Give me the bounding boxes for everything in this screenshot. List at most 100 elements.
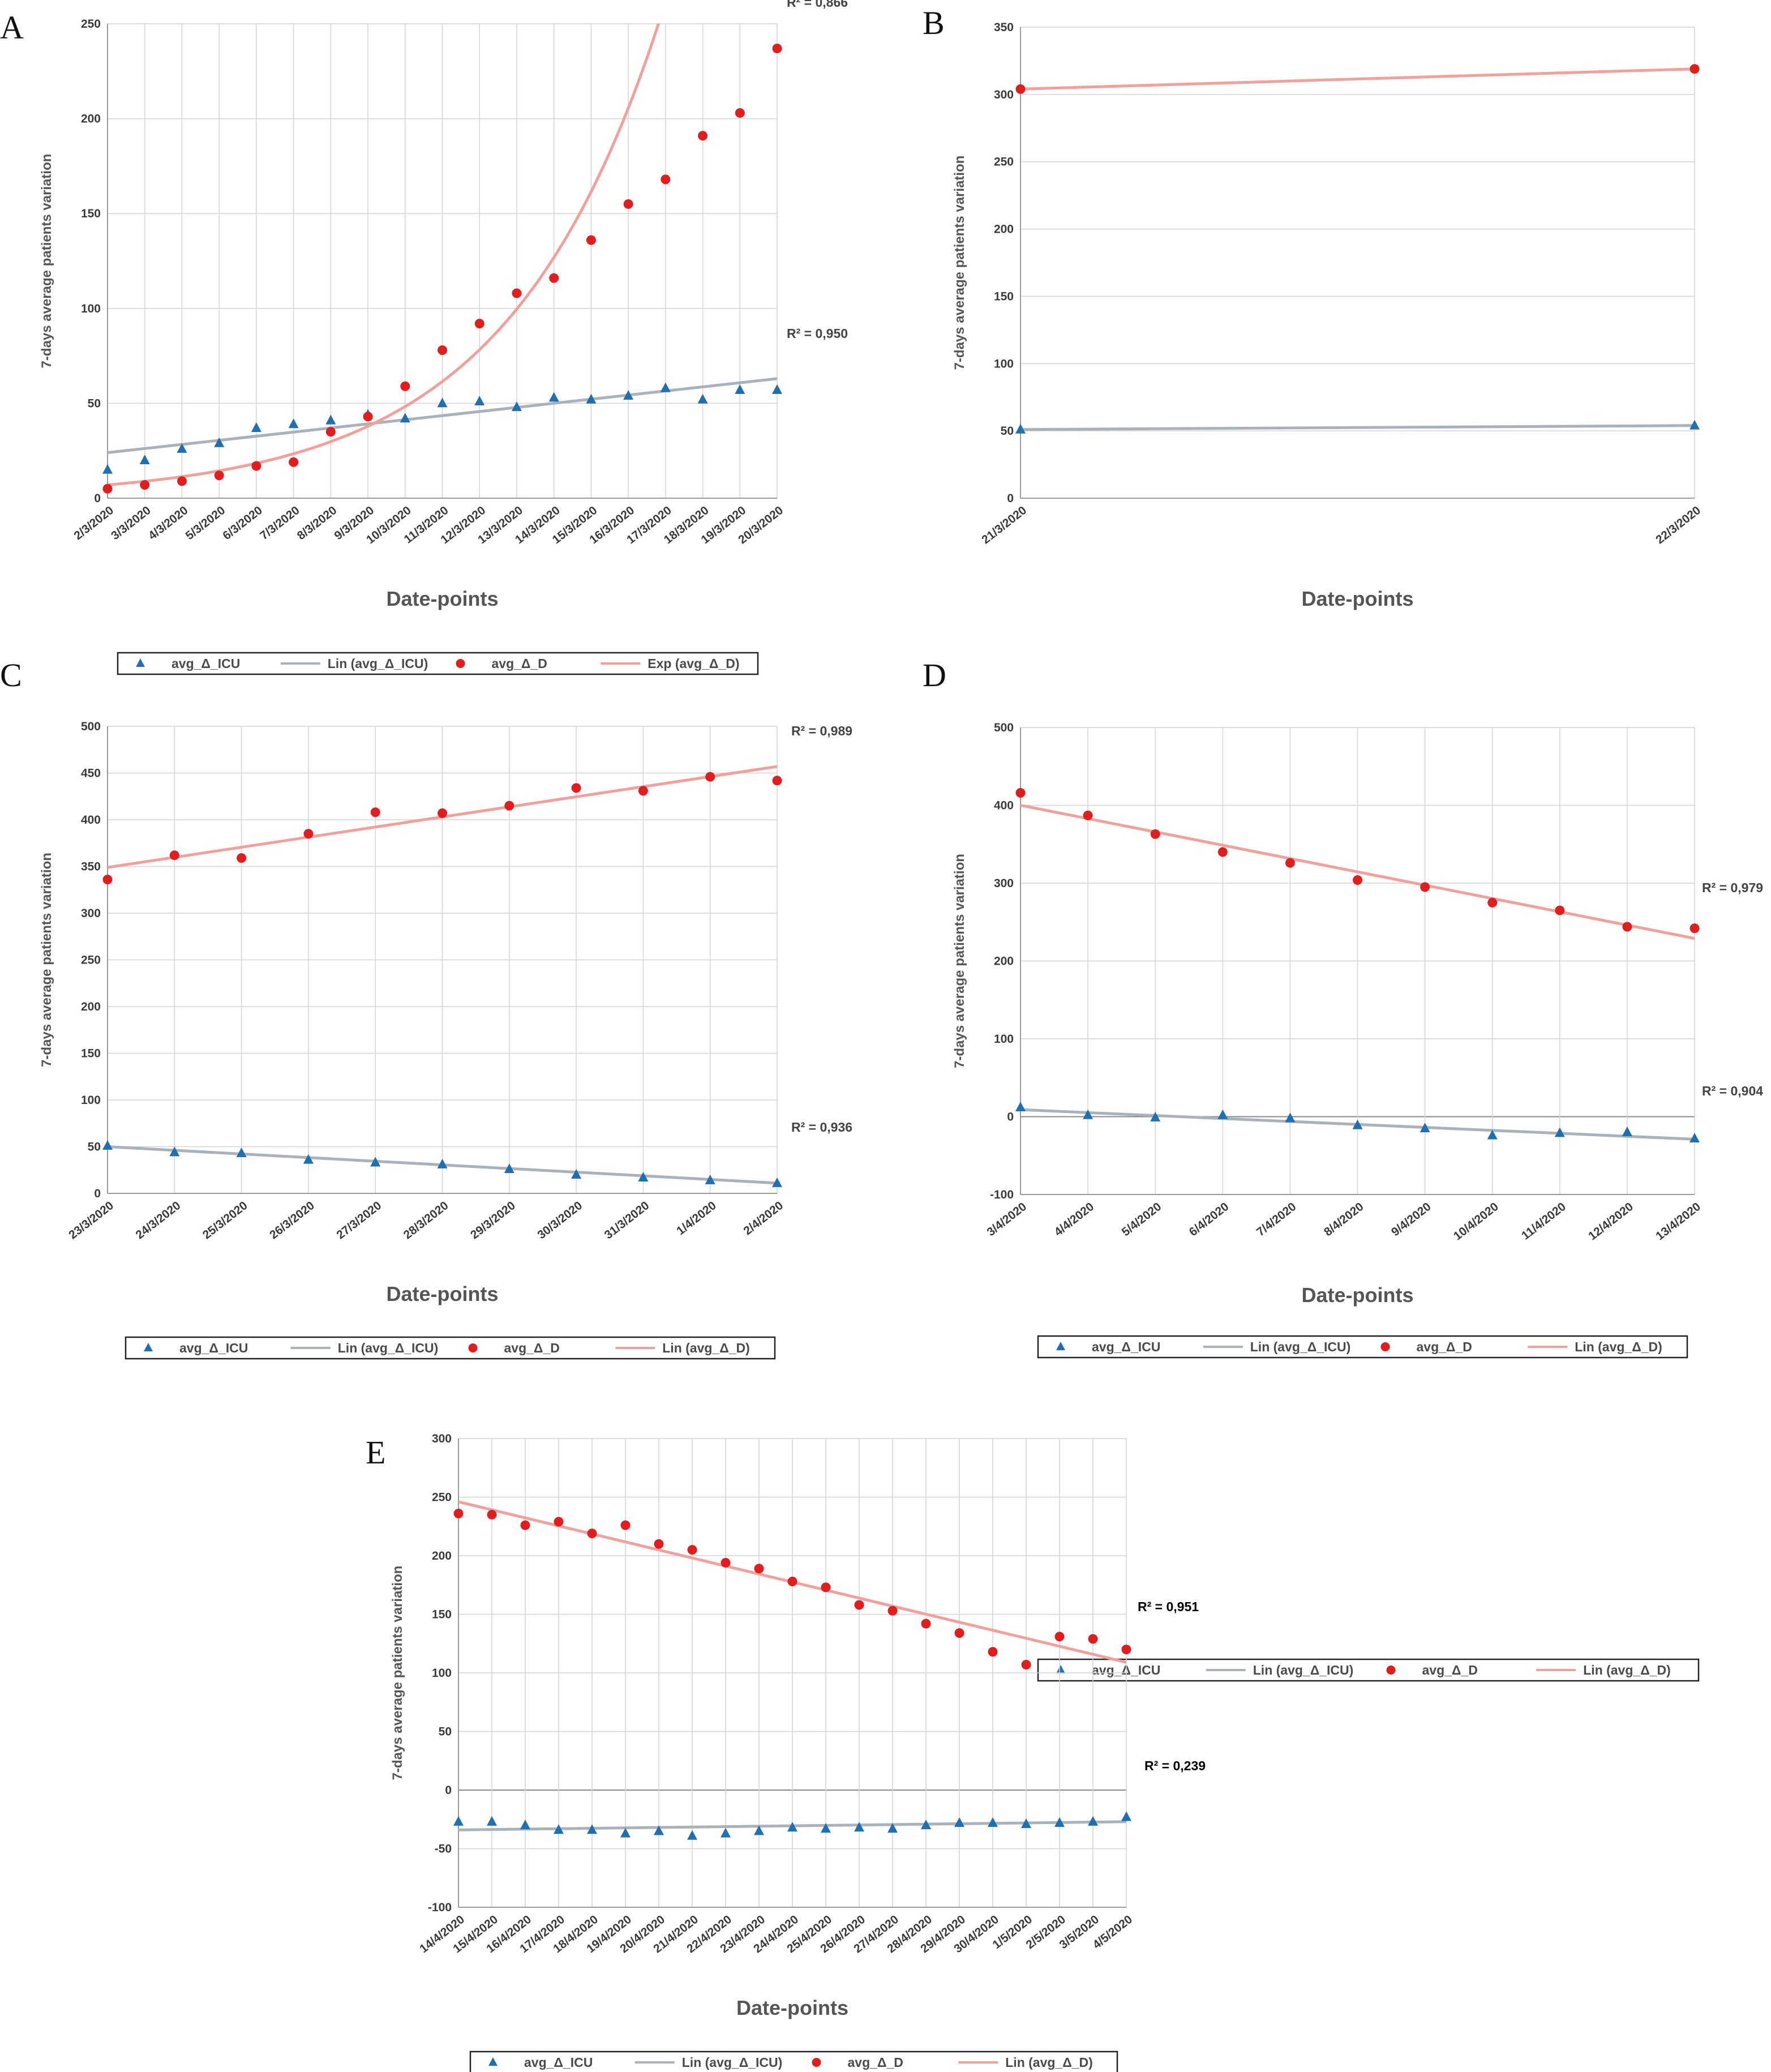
icu-point [660,382,671,392]
icu-point [236,1148,247,1158]
x-tick-label: 4/4/2020 [1052,1200,1097,1239]
d-point [620,1520,631,1530]
series-d [102,44,782,494]
x-tick-label: 30/3/2020 [535,1199,585,1242]
icu-point [623,389,634,400]
x-tick-label: 1/4/2020 [674,1199,719,1238]
d-point [735,108,745,118]
d-point [1622,922,1632,932]
icu-point [1015,423,1026,434]
y-tick-label: 100 [994,1033,1014,1046]
x-tick-label: 22/3/2020 [1653,504,1703,547]
x-axis-label: Date-points [736,1996,848,2019]
icu-point [139,454,150,464]
d-point [754,1564,764,1574]
icu-point [370,1157,381,1167]
icu-point [437,1158,448,1168]
x-axis-label: Date-points [387,587,499,610]
icu-point [1217,1109,1228,1119]
x-tick-label: 3/3/2020 [109,504,153,542]
icu-point [721,1827,731,1838]
legend-label: avg_Δ_D [1417,1339,1472,1354]
y-tick-label: 0 [1007,1111,1014,1124]
icu-point [554,1824,564,1834]
d-point [571,783,581,793]
r2-label: R² = 0,950 [787,326,848,341]
icu-point [921,1820,931,1830]
d-point [988,1647,998,1657]
d-point [698,131,708,141]
icu-point [1121,1811,1131,1821]
d-point [1555,905,1565,915]
y-tick-label: 50 [88,1141,101,1154]
legend-label: Lin (avg_Δ_D) [1005,2055,1093,2070]
icu-point [1150,1111,1161,1121]
legend-label: avg_Δ_ICU [524,2055,593,2070]
d-point [438,345,447,356]
d-point [772,44,782,54]
y-tick-label: 100 [994,357,1014,370]
y-tick-label: 500 [994,721,1014,734]
icu-point [325,414,336,425]
trendline-icu [1020,424,1695,431]
d-point [661,174,671,185]
legend-box [125,1336,776,1360]
d-point [586,235,596,245]
icu-point [735,384,745,394]
trendline-d [1020,804,1695,940]
icu-point [1015,1102,1026,1111]
d-point [453,1508,464,1518]
icu-point [772,384,782,394]
d-point [169,850,179,861]
series-d [1015,64,1700,94]
icu-point [654,1825,664,1835]
legend: avg_Δ_ICU Lin (avg_Δ_ICU) avg_Δ_D Lin (avg_… [1037,1335,1688,1359]
d-point [1083,810,1093,820]
icu-point [102,464,113,474]
y-tick-label: 0 [1007,492,1014,505]
trendlines [1020,67,1695,431]
grid [458,1438,1127,1908]
x-tick-label: 26/3/2020 [267,1199,317,1242]
panel-d: D -100 0 100 200 300 400 500 3/4/2020 4/4/2020 5/4… [923,657,1763,1359]
r2-label: R² = 0,936 [791,1120,852,1135]
d-point [1054,1632,1065,1642]
d-point [1088,1634,1098,1644]
x-tick-label: 6/3/2020 [220,504,265,542]
icu-point [1088,1816,1098,1826]
icu-point [620,1827,631,1838]
y-tick-label: 50 [88,397,101,410]
x-tick-label: 5/4/2020 [1120,1200,1164,1239]
series-icu [102,1140,782,1187]
legend-d-symbol [812,2058,821,2067]
y-tick-label: 200 [432,1549,452,1562]
y-tick-label: 250 [994,156,1014,169]
icu-point [487,1816,497,1826]
d-point [1015,788,1026,798]
y-tick-label: 100 [432,1667,452,1680]
x-tick-label: 12/4/2020 [1586,1200,1636,1243]
icu-point [288,418,299,429]
x-tick-label: 31/3/2020 [602,1199,652,1242]
d-point [289,457,299,467]
d-point [520,1520,530,1530]
d-point [102,483,113,494]
d-point [214,470,224,481]
y-axis-label: 7-days average patients variation [39,154,54,369]
y-tick-label: 150 [81,207,101,220]
d-point [787,1577,797,1587]
d-point [474,319,484,329]
legend-label: Lin (avg_Δ_ICU) [682,2055,783,2070]
y-tick-label: 50 [439,1726,452,1739]
y-tick-label: -50 [435,1843,452,1856]
legend-label: Lin (avg_Δ_D) [662,1341,750,1355]
legend-label: Lin (avg_Δ_ICU) [1250,1339,1351,1354]
y-tick-label: 250 [81,18,101,31]
icu-point [754,1825,764,1835]
icu-point [887,1823,898,1833]
d-point [325,427,336,437]
icu-point [437,397,448,408]
icu-point [169,1146,180,1157]
icu-point [1689,419,1700,430]
